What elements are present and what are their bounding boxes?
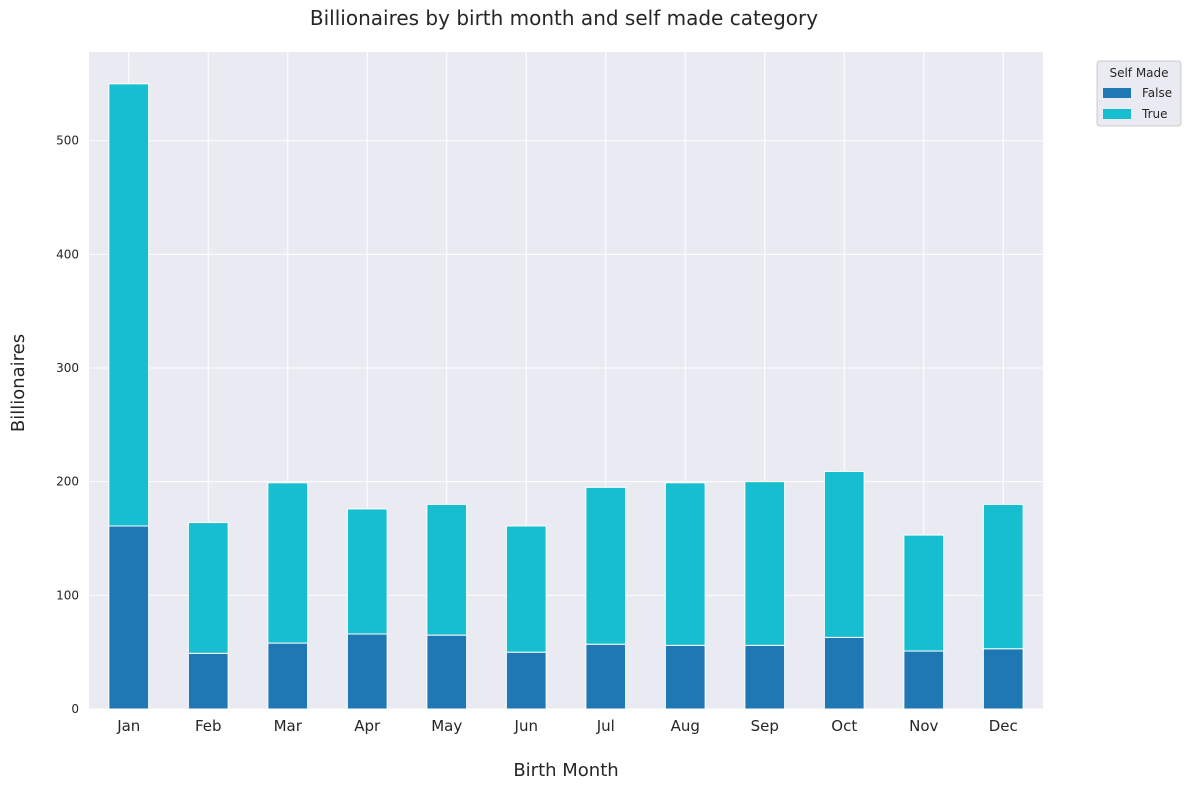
y-tick-label: 500 [56, 134, 79, 148]
y-tick-label: 300 [56, 361, 79, 375]
bar-false-apr [346, 633, 388, 710]
bar-false-nov [903, 650, 945, 710]
bar-true-may [426, 503, 468, 636]
y-tick-label: 400 [56, 247, 79, 261]
bar-true-aug [664, 482, 706, 646]
x-tick-label: Feb [195, 717, 222, 735]
y-tick-labels: 0 100 200 300 400 500 [56, 134, 79, 716]
bar-true-nov [903, 534, 945, 652]
bars [108, 83, 1024, 710]
bar-false-may [426, 634, 468, 710]
y-tick-label: 200 [56, 475, 79, 489]
bar-false-mar [267, 642, 309, 710]
bar-true-feb [187, 522, 229, 654]
bar-false-sep [744, 644, 786, 710]
bar-false-jul [585, 643, 627, 710]
plot-area [89, 52, 1043, 709]
bar-true-sep [744, 481, 786, 646]
bar-true-mar [267, 482, 309, 644]
x-tick-label: Jan [116, 717, 140, 735]
legend-swatch-false [1103, 88, 1131, 98]
x-tick-label: Sep [751, 717, 779, 735]
bar-true-jan [108, 83, 150, 527]
bar-true-apr [346, 508, 388, 635]
x-tick-labels: Jan Feb Mar Apr May Jun Jul Aug Sep Oct Nov Dec [116, 717, 1018, 735]
x-tick-label: Jul [596, 717, 615, 735]
legend: Self Made False True [1096, 60, 1182, 127]
legend-title: Self Made [1109, 66, 1168, 80]
x-tick-label: Apr [354, 717, 381, 735]
bar-false-feb [187, 652, 229, 710]
x-axis-label: Birth Month [513, 760, 618, 781]
y-tick-label: 0 [71, 702, 79, 716]
bar-true-oct [823, 470, 865, 638]
bar-true-dec [982, 503, 1024, 650]
bar-false-jan [108, 525, 150, 710]
x-tick-label: Jun [514, 717, 538, 735]
bar-false-dec [982, 648, 1024, 710]
x-tick-label: May [431, 717, 462, 735]
x-tick-label: Aug [671, 717, 700, 735]
bar-false-jun [505, 651, 547, 710]
y-axis-label: Billionaires [8, 334, 29, 432]
bar-false-aug [664, 644, 706, 710]
bar-true-jun [505, 525, 547, 653]
x-tick-label: Mar [274, 717, 303, 735]
legend-label-true: True [1141, 107, 1168, 121]
chart-title: Billionaires by birth month and self mad… [310, 6, 818, 30]
x-tick-label: Oct [831, 717, 857, 735]
legend-label-false: False [1142, 86, 1172, 100]
bar-true-jul [585, 486, 627, 645]
bar-false-oct [823, 636, 865, 710]
x-tick-label: Dec [989, 717, 1018, 735]
y-tick-label: 100 [56, 588, 79, 602]
x-tick-label: Nov [909, 717, 938, 735]
legend-swatch-true [1103, 109, 1131, 119]
